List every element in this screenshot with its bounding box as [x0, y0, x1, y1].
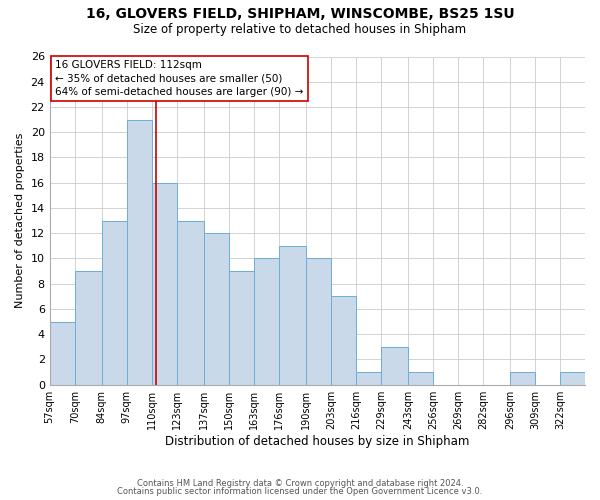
Bar — [75, 271, 101, 384]
X-axis label: Distribution of detached houses by size in Shipham: Distribution of detached houses by size … — [165, 434, 470, 448]
Text: Contains HM Land Registry data © Crown copyright and database right 2024.: Contains HM Land Registry data © Crown c… — [137, 478, 463, 488]
Bar — [50, 322, 75, 384]
Bar — [306, 258, 331, 384]
Bar — [560, 372, 585, 384]
Text: Contains public sector information licensed under the Open Government Licence v3: Contains public sector information licen… — [118, 487, 482, 496]
Bar — [177, 220, 204, 384]
Bar — [254, 258, 279, 384]
Bar — [229, 271, 254, 384]
Bar — [152, 182, 177, 384]
Bar — [101, 220, 127, 384]
Bar — [127, 120, 152, 384]
Bar — [356, 372, 381, 384]
Text: 16 GLOVERS FIELD: 112sqm
← 35% of detached houses are smaller (50)
64% of semi-d: 16 GLOVERS FIELD: 112sqm ← 35% of detach… — [55, 60, 304, 96]
Bar — [331, 296, 356, 384]
Text: Size of property relative to detached houses in Shipham: Size of property relative to detached ho… — [133, 22, 467, 36]
Bar — [204, 233, 229, 384]
Bar — [510, 372, 535, 384]
Bar — [381, 347, 408, 385]
Bar — [279, 246, 306, 384]
Text: 16, GLOVERS FIELD, SHIPHAM, WINSCOMBE, BS25 1SU: 16, GLOVERS FIELD, SHIPHAM, WINSCOMBE, B… — [86, 8, 514, 22]
Y-axis label: Number of detached properties: Number of detached properties — [15, 133, 25, 308]
Bar — [408, 372, 433, 384]
